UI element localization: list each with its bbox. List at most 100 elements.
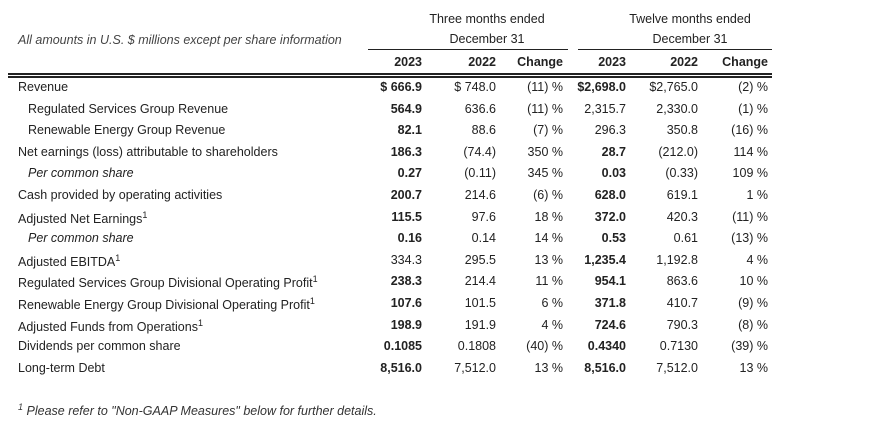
cell-value: 186.3 xyxy=(390,144,422,159)
col-header: 2023 xyxy=(394,55,422,69)
table-row: Dividends per common share 0.1085 0.1808 (4… xyxy=(0,339,877,360)
row-label-text: Adjusted Net Earnings xyxy=(18,211,143,226)
cell-value: 371.8 xyxy=(594,296,626,310)
cell-value: 2,315.7 xyxy=(584,101,626,116)
row-label-text: Renewable Energy Group Revenue xyxy=(28,123,226,138)
cell-value: 214.4 xyxy=(464,274,496,289)
cell-value: 0.1808 xyxy=(457,339,496,354)
footnote-marker: 1 xyxy=(312,274,318,285)
cell-value: 350 % xyxy=(527,144,563,159)
col-header: 2022 xyxy=(468,55,496,69)
row-label-text: Per common share xyxy=(28,231,134,246)
cell-value: 4 % xyxy=(541,317,563,332)
table-row: Regulated Services Group Revenue 564.9 636… xyxy=(0,102,877,123)
cell-value: 619.1 xyxy=(666,188,698,202)
cell-value: (212.0) xyxy=(658,144,698,159)
twelve-months-date: December 31 xyxy=(652,32,728,46)
divider xyxy=(578,49,772,50)
cell-value: (74.4) xyxy=(463,144,496,159)
cell-value: 0.7130 xyxy=(659,339,698,354)
cell-value: 200.7 xyxy=(390,188,422,202)
row-label-text: Net earnings (loss) attributable to shar… xyxy=(18,144,278,159)
row-label: Long-term Debt xyxy=(18,361,105,375)
cell-value: 18 % xyxy=(534,209,564,224)
row-label: Renewable Energy Group Revenue xyxy=(28,123,225,137)
cell-value: 10 % xyxy=(739,274,769,289)
cell-value: 1,235.4 xyxy=(584,252,626,267)
col-header: 2023 xyxy=(598,55,626,69)
double-divider xyxy=(8,73,772,78)
footnote: 1 Please refer to "Non-GAAP Measures" be… xyxy=(18,402,377,418)
row-label: Per common share xyxy=(28,231,134,245)
cell-value: (1) % xyxy=(738,101,768,116)
footnote-marker: 1 xyxy=(309,296,315,306)
row-label-text: Per common share xyxy=(28,166,134,181)
cell-value: 0.27 xyxy=(397,166,422,181)
units-note: All amounts in U.S. $ millions except pe… xyxy=(18,33,342,47)
cell-value: 410.7 xyxy=(666,296,698,310)
cell-value: 4 % xyxy=(746,252,768,267)
cell-value: 88.6 xyxy=(471,123,496,138)
cell-value: 8,516.0 xyxy=(584,360,626,375)
row-label: Cash provided by operating activities xyxy=(18,188,222,202)
cell-value: 295.5 xyxy=(464,252,496,267)
row-label: Adjusted Net Earnings1 xyxy=(18,210,147,226)
cell-value: 636.6 xyxy=(464,101,496,116)
row-label: Adjusted Funds from Operations1 xyxy=(18,318,203,334)
cell-value: 7,512.0 xyxy=(454,360,496,375)
row-label: Net earnings (loss) attributable to shar… xyxy=(18,145,278,159)
row-label: Revenue xyxy=(18,80,68,94)
row-label: Adjusted EBITDA1 xyxy=(18,253,120,269)
cell-value: (11) % xyxy=(732,209,768,224)
cell-value: 724.6 xyxy=(594,317,626,332)
cell-value: $2,765.0 xyxy=(649,80,698,94)
cell-value: 114 % xyxy=(733,144,768,159)
cell-value: (8) % xyxy=(738,317,768,332)
col-header: Change xyxy=(722,55,768,69)
cell-value: (0.11) xyxy=(464,166,496,181)
row-label: Renewable Energy Group Divisional Operat… xyxy=(18,296,315,312)
cell-value: (9) % xyxy=(738,296,768,310)
cell-value: 0.03 xyxy=(601,166,626,181)
col-header: Change xyxy=(517,55,563,69)
cell-value: 954.1 xyxy=(594,274,626,289)
row-label: Regulated Services Group Divisional Oper… xyxy=(18,274,318,290)
cell-value: 334.3 xyxy=(390,252,422,267)
cell-value: 6 % xyxy=(541,296,563,310)
cell-value: (39) % xyxy=(731,339,768,354)
table-row: Renewable Energy Group Divisional Operat… xyxy=(0,296,877,317)
cell-value: 198.9 xyxy=(390,317,422,332)
cell-value: (6) % xyxy=(533,188,563,202)
cell-value: 238.3 xyxy=(390,274,422,289)
cell-value: 1,192.8 xyxy=(656,252,698,267)
cell-value: 191.9 xyxy=(464,317,496,332)
divider xyxy=(368,49,568,50)
cell-value: 214.6 xyxy=(464,188,496,202)
cell-value: 101.5 xyxy=(464,296,496,310)
row-label-text: Regulated Services Group Divisional Oper… xyxy=(18,276,313,291)
cell-value: 28.7 xyxy=(601,144,626,159)
row-label-text: Regulated Services Group Revenue xyxy=(28,101,229,116)
cell-value: 82.1 xyxy=(397,123,422,138)
cell-value: 296.3 xyxy=(594,123,626,138)
cell-value: 13 % xyxy=(534,360,564,375)
row-label-text: Adjusted Funds from Operations xyxy=(18,319,198,334)
cell-value: 420.3 xyxy=(666,209,698,224)
row-label-text: Long-term Debt xyxy=(18,360,105,375)
three-months-heading: Three months ended xyxy=(429,12,545,26)
row-label-text: Adjusted EBITDA xyxy=(18,254,116,269)
row-label: Per common share xyxy=(28,166,134,180)
three-months-date: December 31 xyxy=(449,32,525,46)
row-label-text: Cash provided by operating activities xyxy=(18,188,223,202)
col-header: 2022 xyxy=(670,55,698,69)
cell-value: 8,516.0 xyxy=(380,360,422,375)
twelve-months-heading: Twelve months ended xyxy=(629,12,751,26)
cell-value: 0.1085 xyxy=(383,339,422,354)
cell-value: (13) % xyxy=(731,231,768,246)
footnote-marker: 1 xyxy=(18,402,24,412)
row-label-text: Revenue xyxy=(18,80,69,94)
cell-value: $ 666.9 xyxy=(380,80,422,94)
column-header-row: 2023 2022 Change 2023 2022 Change xyxy=(0,55,877,76)
cell-value: 0.53 xyxy=(601,231,626,246)
cell-value: 350.8 xyxy=(666,123,698,138)
